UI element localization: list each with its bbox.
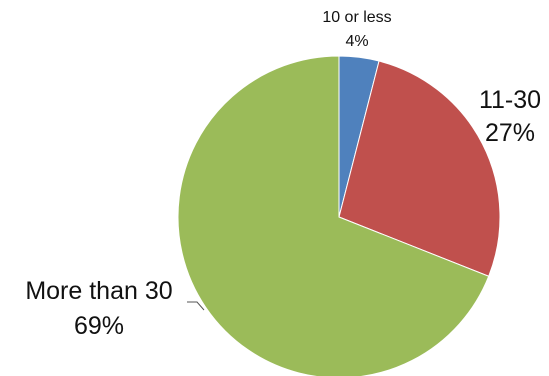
slice-label-11-30: 11-30 27% [479, 86, 541, 147]
slice-name-label: More than 30 [25, 277, 172, 305]
pie-slice-more-than-30 [177, 55, 490, 376]
pie-slices [177, 55, 501, 376]
slice-percent-label: 27% [485, 119, 535, 147]
slice-label-10-or-less: 10 or less 4% [322, 9, 391, 50]
slice-percent-label: 69% [74, 312, 124, 340]
slice-name-label: 10 or less [322, 9, 391, 26]
slice-percent-label: 4% [345, 33, 368, 50]
pie-slice-11-30 [338, 60, 501, 277]
slice-name-label: 11-30 [479, 86, 541, 114]
leader-line-more-than-30 [187, 301, 205, 311]
slice-label-more-than-30: More than 30 69% [25, 277, 172, 340]
